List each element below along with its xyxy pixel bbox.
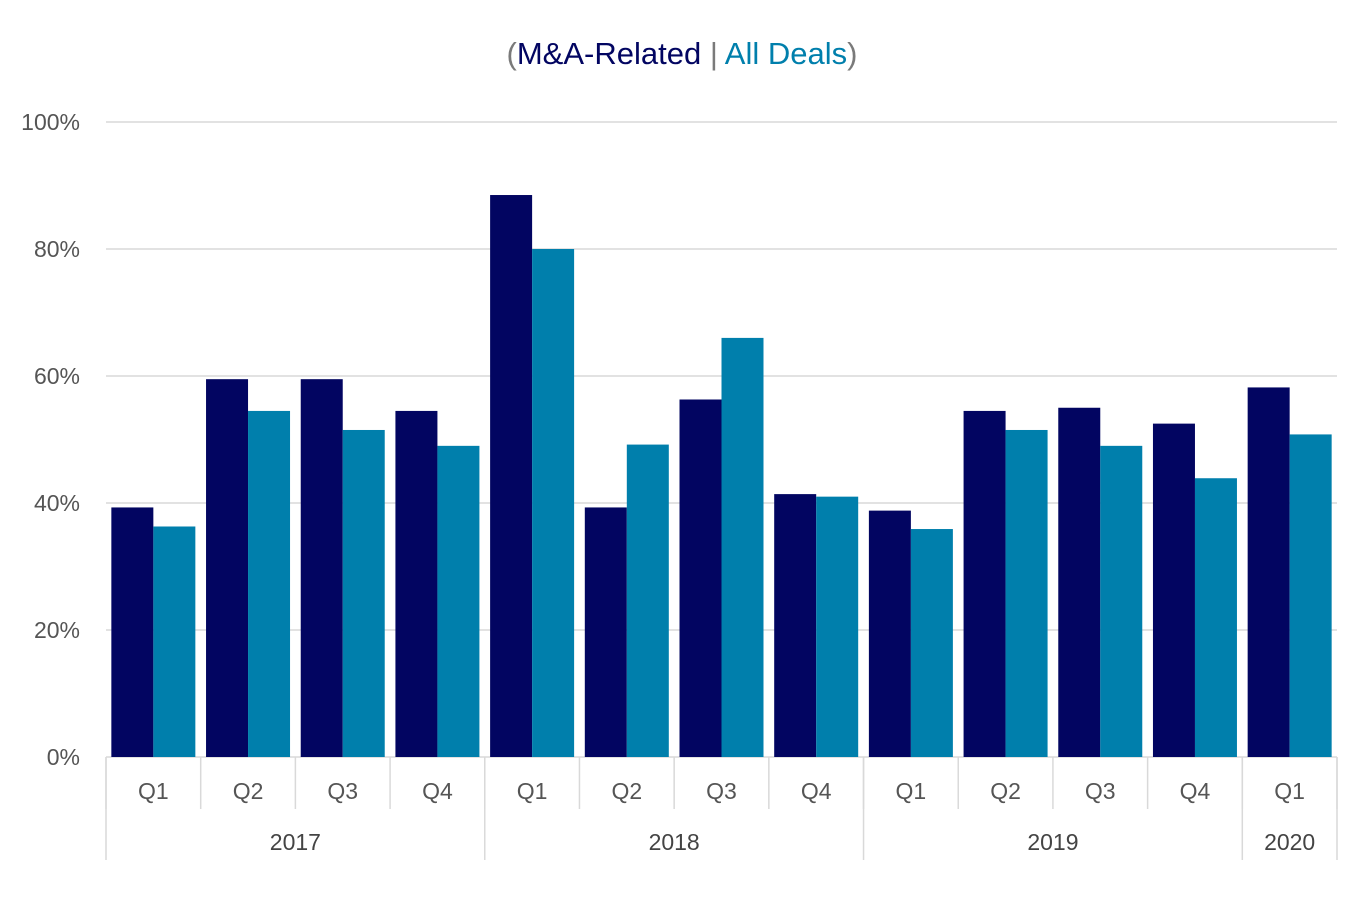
bar-all-deals — [153, 526, 196, 757]
bar-ma-related — [111, 507, 154, 757]
chart-title: (M&A-Related | All Deals) — [0, 34, 1364, 74]
bar-ma-related — [206, 379, 249, 757]
bar-all-deals — [532, 249, 575, 757]
bar-all-deals — [437, 445, 480, 757]
bar-ma-related — [584, 507, 627, 757]
bar-all-deals — [1100, 445, 1143, 757]
bar-ma-related — [1058, 407, 1101, 757]
y-tick-label: 0% — [47, 744, 80, 770]
bar-ma-related — [679, 399, 722, 757]
y-tick-label: 20% — [34, 617, 80, 643]
y-tick-label: 60% — [34, 363, 80, 389]
bar-all-deals — [1289, 434, 1332, 757]
x-tick-label: Q1 — [896, 778, 927, 804]
bar-ma-related — [774, 494, 817, 757]
x-tick-label: Q2 — [233, 778, 264, 804]
bar-ma-related — [395, 410, 438, 757]
x-tick-label: Q3 — [327, 778, 358, 804]
bar-ma-related — [490, 195, 533, 757]
x-tick-label: Q2 — [990, 778, 1021, 804]
bar-all-deals — [342, 429, 385, 757]
title-series2-label: All Deals — [724, 36, 848, 71]
bar-all-deals — [626, 444, 669, 757]
x-tick-label: Q3 — [1085, 778, 1116, 804]
x-tick-label: Q4 — [422, 778, 453, 804]
title-open-paren: ( — [506, 36, 517, 71]
x-group-label: 2019 — [1027, 829, 1078, 855]
title-series1-label: M&A-Related — [516, 36, 702, 71]
bar-all-deals — [721, 337, 764, 757]
bar-all-deals — [1194, 478, 1237, 757]
bar-ma-related — [1247, 387, 1290, 757]
y-tick-label: 80% — [34, 236, 80, 262]
bar-all-deals — [910, 529, 953, 757]
bar-ma-related — [868, 510, 911, 757]
bar-all-deals — [248, 410, 291, 757]
bar-ma-related — [963, 410, 1006, 757]
bar-all-deals — [816, 496, 859, 757]
title-close-paren: ) — [847, 36, 858, 71]
x-tick-label: Q4 — [1180, 778, 1211, 804]
x-group-label: 2020 — [1264, 829, 1315, 855]
x-tick-label: Q1 — [517, 778, 548, 804]
bar-all-deals — [1005, 429, 1048, 757]
x-tick-label: Q2 — [611, 778, 642, 804]
y-tick-label: 40% — [34, 490, 80, 516]
x-tick-label: Q3 — [706, 778, 737, 804]
x-tick-label: Q4 — [801, 778, 832, 804]
x-tick-label: Q1 — [1274, 778, 1305, 804]
x-group-label: 2017 — [270, 829, 321, 855]
x-group-label: 2018 — [649, 829, 700, 855]
x-tick-label: Q1 — [138, 778, 169, 804]
bar-ma-related — [300, 379, 343, 757]
title-separator: | — [701, 36, 725, 71]
bar-ma-related — [1152, 423, 1195, 757]
y-tick-label: 100% — [21, 109, 80, 135]
